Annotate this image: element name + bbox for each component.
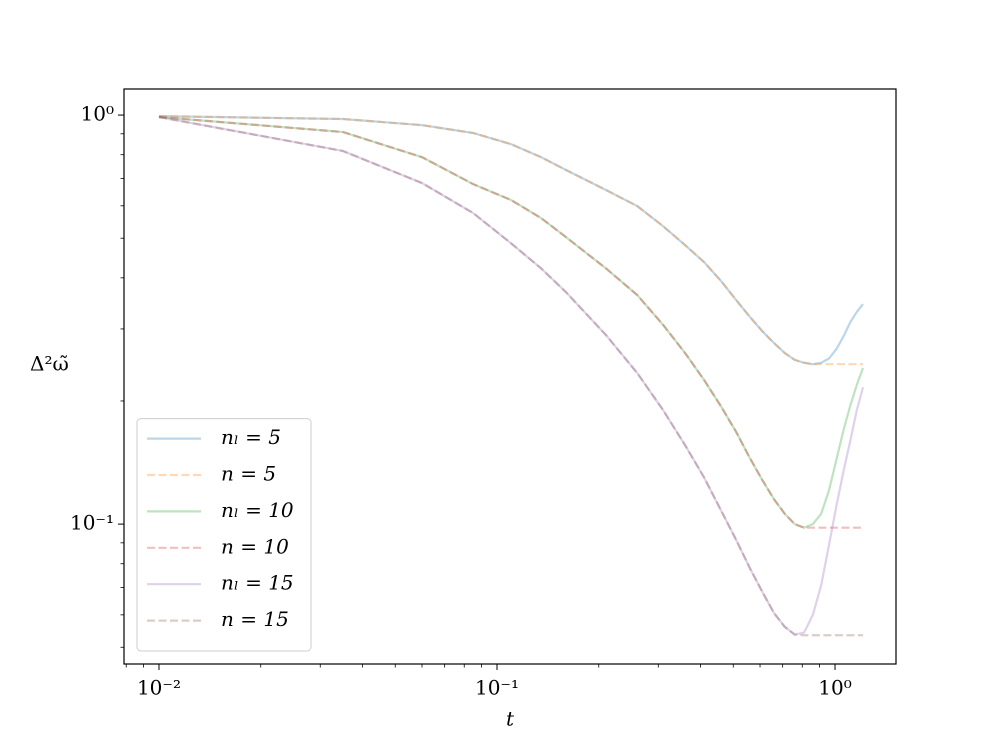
y-axis-label: Δ²ω̃ <box>30 352 69 376</box>
series-line <box>158 115 863 529</box>
legend-label: n = 5 <box>221 462 276 486</box>
series-line <box>158 115 863 637</box>
x-tick-label: 10⁻¹ <box>475 676 519 700</box>
series-line <box>158 115 864 366</box>
legend-label: nₗ = 10 <box>221 498 294 522</box>
legend-box <box>136 418 312 652</box>
series-line <box>158 115 863 366</box>
y-tick-label: 10⁻¹ <box>70 511 114 535</box>
series-line <box>158 115 865 636</box>
legend-label: nₗ = 15 <box>221 571 294 595</box>
x-axis-label: t <box>506 707 515 731</box>
x-tick-label: 10⁰ <box>818 676 851 700</box>
legend-label: nₗ = 5 <box>221 425 281 449</box>
legend-label: n = 15 <box>221 607 289 631</box>
legend-label: n = 10 <box>221 534 289 558</box>
y-tick-label: 10⁰ <box>81 102 114 126</box>
plot-frame <box>123 88 897 665</box>
x-tick-label: 10⁻² <box>137 676 181 700</box>
series-line <box>158 115 865 529</box>
